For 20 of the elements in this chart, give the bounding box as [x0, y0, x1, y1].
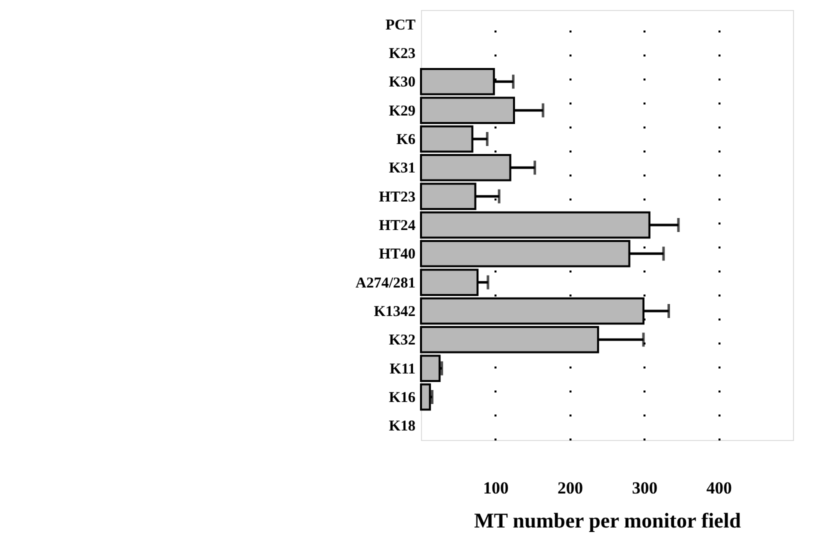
y-tick-label: K30: [388, 74, 416, 91]
y-tick-label: K18: [388, 418, 416, 435]
x-tick-label: 400: [706, 478, 732, 498]
y-tick-label: K29: [388, 103, 416, 120]
x-tick-label: 200: [558, 478, 584, 498]
y-tick-label: K6: [396, 132, 416, 148]
x-tick-label: 100: [483, 478, 509, 498]
y-tick-label: K32: [388, 332, 416, 349]
y-tick-label: K11: [390, 361, 416, 378]
x-tick-label: 300: [632, 478, 658, 498]
y-tick-label: PCT: [386, 17, 416, 34]
y-tick-label: K1342: [374, 304, 416, 320]
y-tick-label: A274/281: [356, 275, 416, 292]
y-tick-label: HT24: [378, 218, 416, 234]
y-tick-label: K16: [388, 390, 416, 406]
y-tick-label: K23: [388, 46, 416, 62]
y-tick-label: HT23: [378, 189, 416, 206]
x-axis-title: MT number per monitor field: [474, 508, 742, 532]
y-tick-label: HT40: [378, 246, 416, 263]
y-tick-label: K31: [388, 160, 416, 177]
